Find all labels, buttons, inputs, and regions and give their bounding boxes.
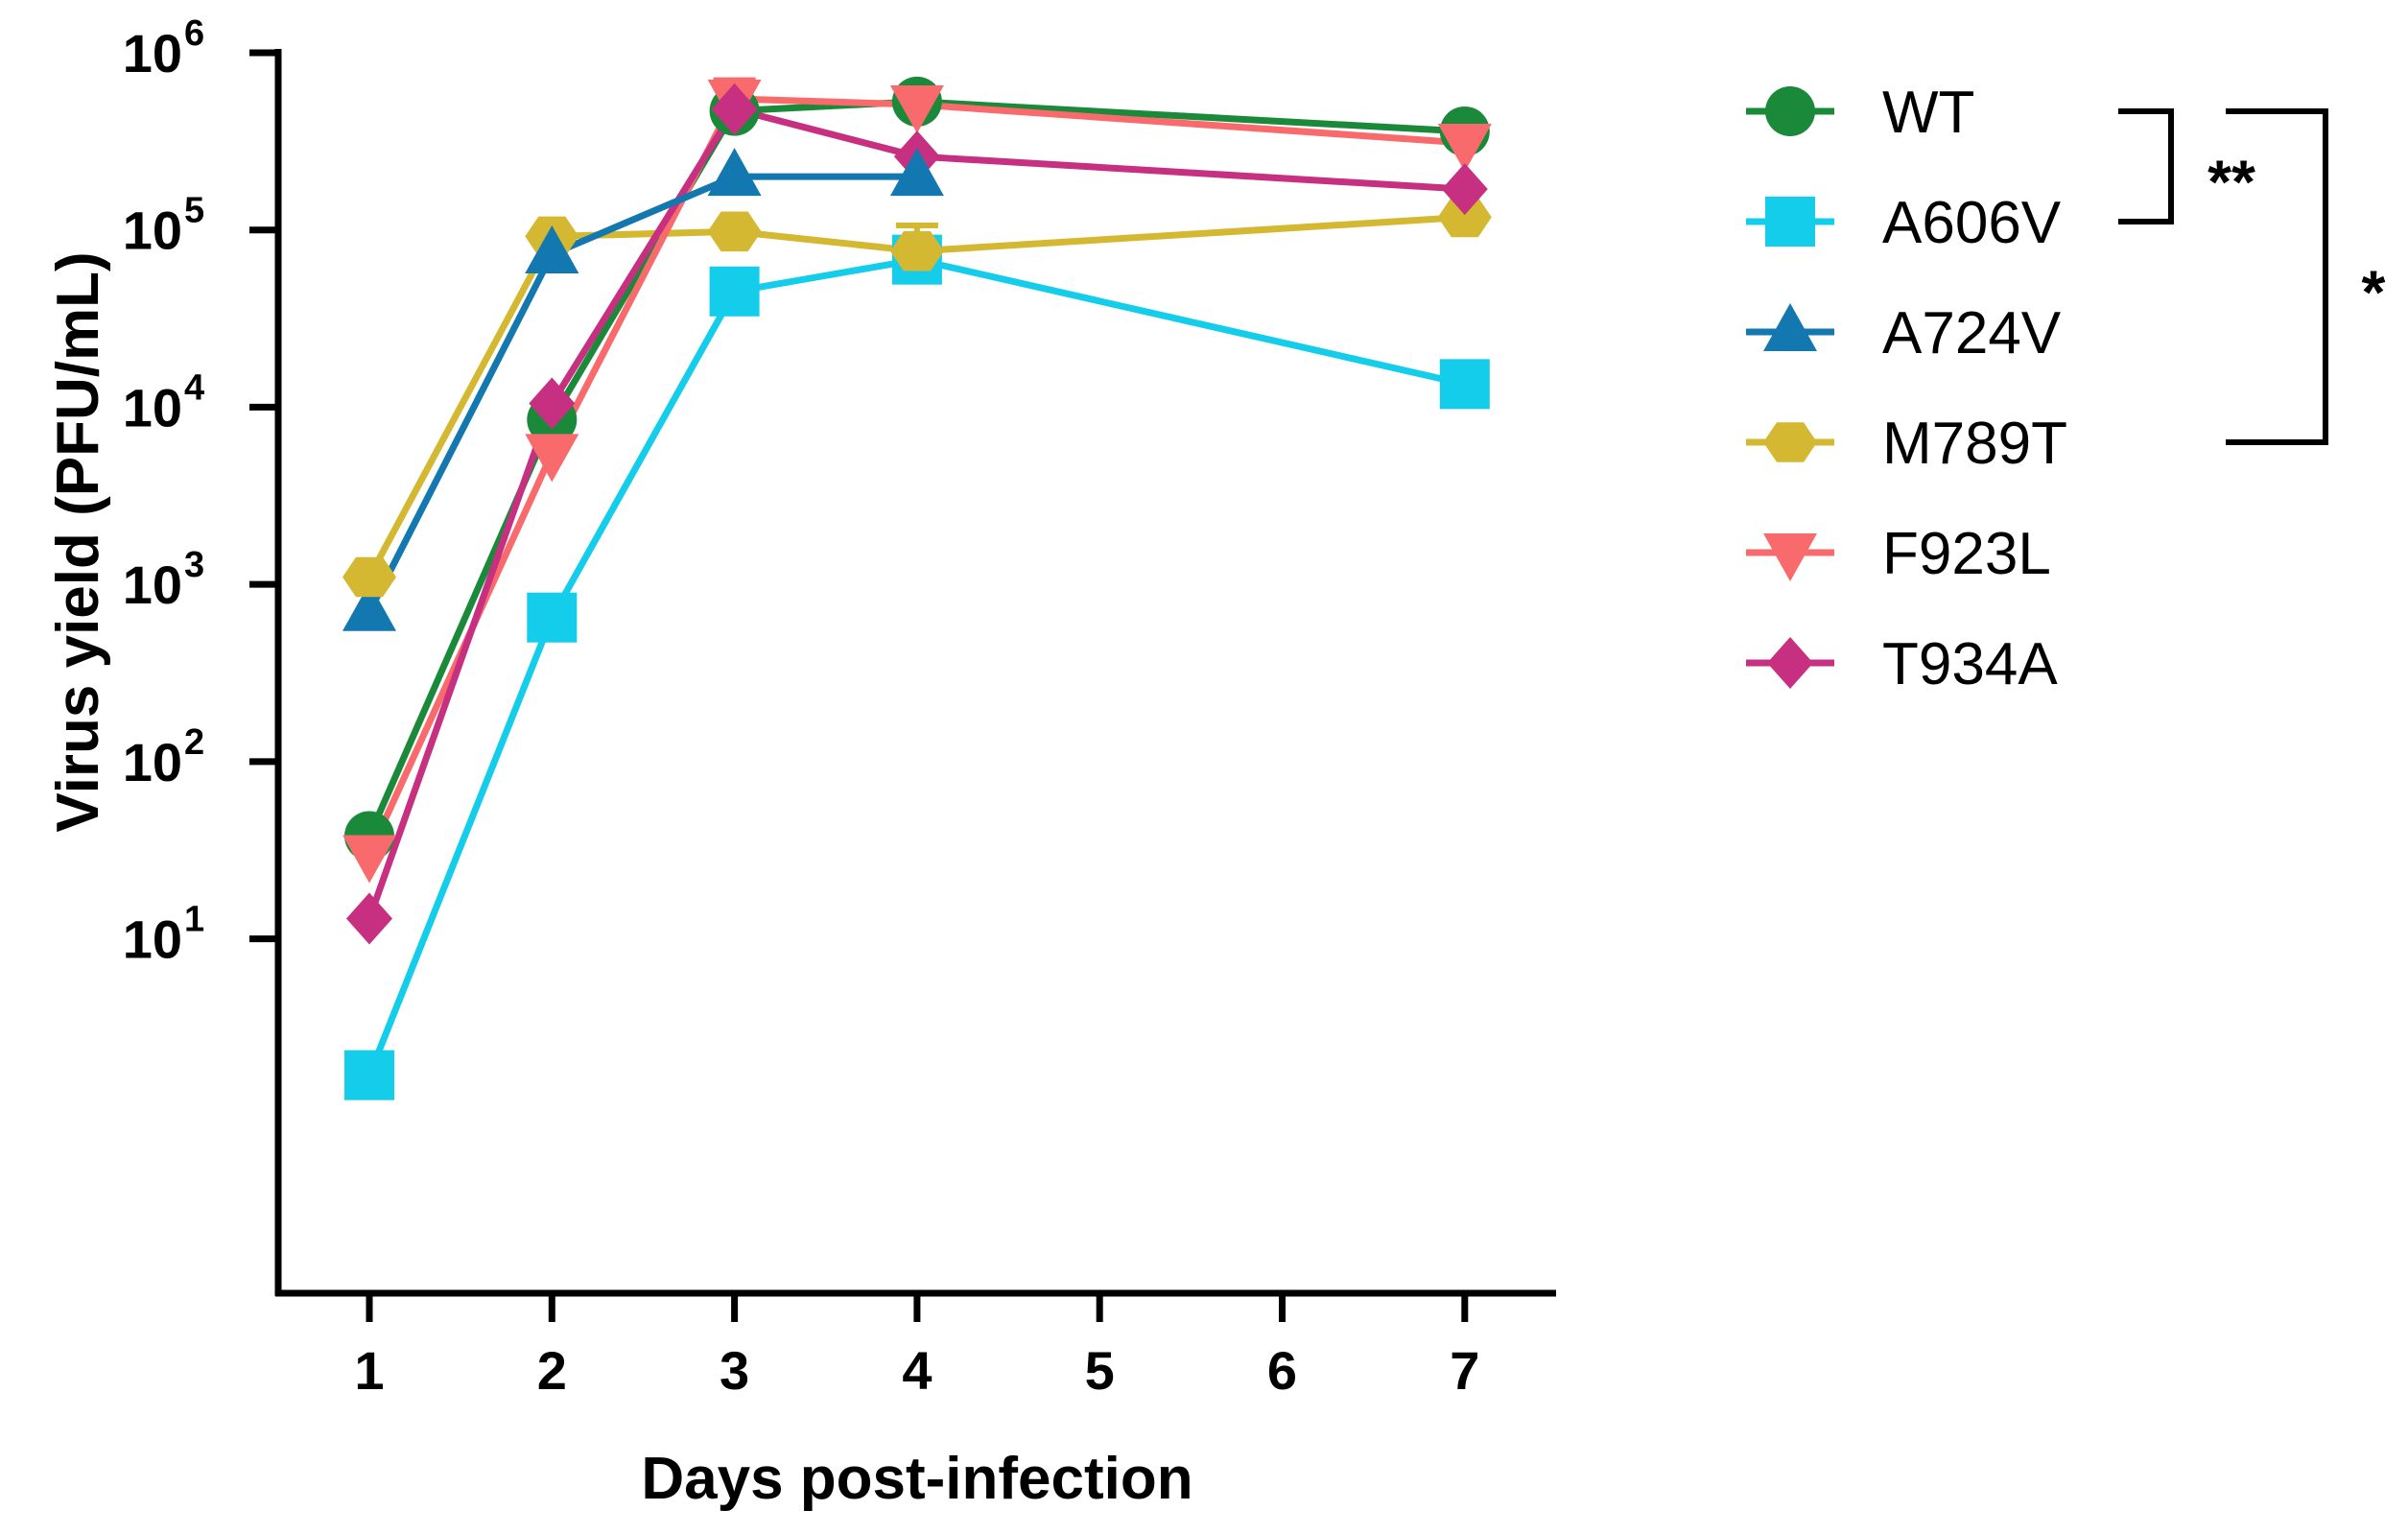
series-line-wt	[366, 98, 1465, 838]
y-tick-exponent: 5	[184, 191, 204, 231]
data-point-t934a-day7	[1441, 163, 1488, 216]
data-point-a606v-day3	[709, 266, 760, 317]
sig-bracket-2	[2226, 108, 2328, 445]
legend-label-t934a: T934A	[1882, 631, 2058, 697]
series-line-a606v	[366, 256, 1466, 1077]
data-point-f923l-day1	[342, 835, 396, 884]
data-point-a724v-day2	[525, 224, 579, 273]
y-tick-label: 10	[123, 732, 182, 792]
x-tick-label: 2	[537, 1340, 567, 1401]
y-tick-label: 10	[123, 555, 182, 615]
data-point-f923l-day7	[1437, 123, 1492, 172]
data-point-t934a-day2	[529, 377, 576, 430]
x-tick-label: 5	[1085, 1340, 1115, 1401]
y-tick-label: 10	[123, 377, 182, 437]
data-point-a606v-day7	[1439, 359, 1490, 410]
legend-label-wt: WT	[1882, 80, 1974, 146]
legend-marker-t934a	[1767, 637, 1813, 689]
y-tick-exponent: 1	[184, 900, 204, 940]
data-point-a606v-day2	[527, 592, 578, 643]
series-line-f923l	[366, 95, 1466, 856]
data-point-m789t-day3	[707, 211, 762, 252]
significance-brackets: ***	[2118, 108, 2386, 445]
data-point-a606v-day1	[344, 1050, 394, 1100]
data-point-m789t-day4	[889, 230, 944, 271]
sig-bracket-1	[2118, 108, 2174, 224]
x-tick-label: 3	[720, 1340, 749, 1401]
legend-label-f923l: F923L	[1882, 521, 2051, 587]
legend-label-a606v: A606V	[1882, 190, 2062, 256]
y-tick-label: 10	[123, 909, 182, 970]
data-point-a724v-day4	[889, 148, 944, 197]
sig-label-2: *	[2362, 258, 2386, 327]
data-point-t934a-day1	[346, 892, 392, 945]
data-point-a724v-day3	[707, 148, 762, 197]
data-point-t934a-day3	[711, 83, 758, 135]
data-point-f923l-day2	[525, 434, 579, 483]
legend-label-a724v: A724V	[1882, 300, 2062, 366]
legend-marker-f923l	[1763, 533, 1817, 581]
plot-area	[342, 76, 1492, 1100]
y-tick-exponent: 2	[184, 722, 204, 763]
legend-label-m789t: M789T	[1882, 411, 2067, 477]
legend-marker-a724v	[1763, 303, 1817, 351]
x-tick-label: 4	[902, 1340, 932, 1401]
data-point-m789t-day1	[342, 556, 396, 598]
x-tick-label: 1	[354, 1340, 384, 1401]
y-tick-exponent: 4	[184, 367, 204, 408]
y-tick-label: 10	[123, 23, 182, 83]
legend: WT A606V A724V M789T F923L T934A	[1746, 80, 2067, 697]
x-tick-label: 7	[1450, 1340, 1479, 1401]
y-axis-title: Virus yield (PFU/mL)	[45, 251, 111, 832]
y-tick-exponent: 6	[184, 13, 204, 54]
data-point-m789t-day7	[1437, 197, 1492, 238]
y-tick-exponent: 3	[184, 545, 204, 585]
legend-marker-a606v	[1765, 197, 1815, 247]
x-axis-title: Days post-infection	[641, 1446, 1192, 1512]
data-point-a724v-day1	[342, 582, 396, 631]
x-tick-label: 6	[1267, 1340, 1297, 1401]
sig-label-1: **	[2207, 148, 2255, 217]
data-point-f923l-day4	[889, 85, 944, 134]
legend-marker-wt	[1765, 86, 1815, 136]
legend-marker-m789t	[1763, 422, 1817, 462]
y-tick-label: 10	[123, 201, 182, 261]
series-line-a724v	[366, 252, 555, 614]
